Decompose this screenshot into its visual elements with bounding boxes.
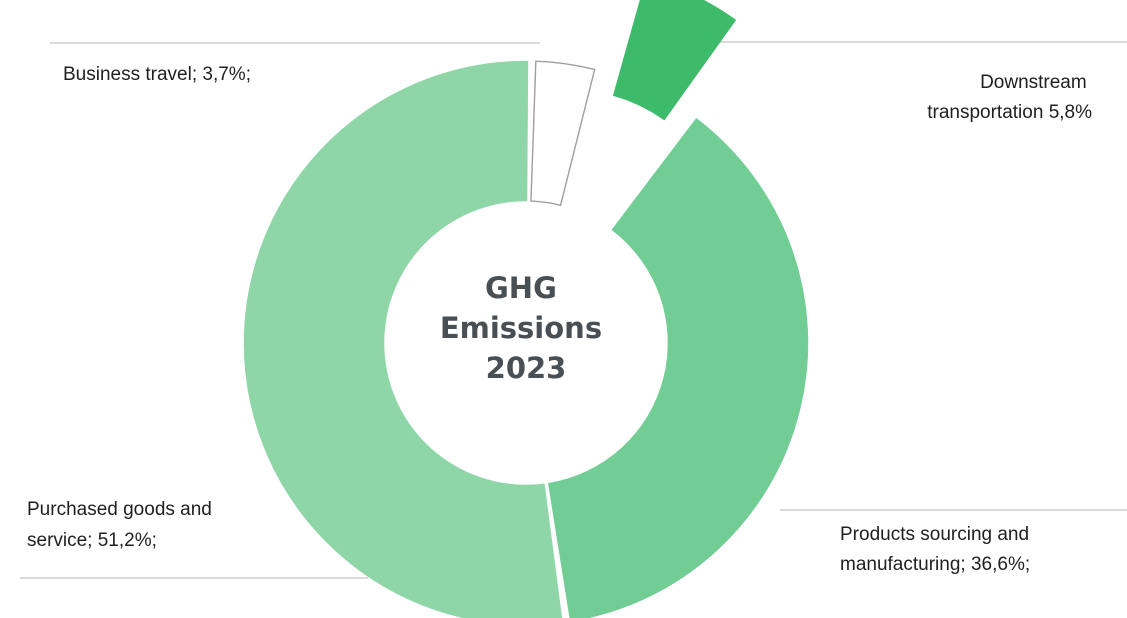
slice-downstream-transportation xyxy=(612,0,737,121)
slice-label-downstream-transportation: Downstream transportation 5,8% xyxy=(927,72,1092,123)
slice-label-products-sourcing: Products sourcing and manufacturing; 36,… xyxy=(840,524,1034,575)
slice-products-sourcing xyxy=(548,117,809,618)
slice-label-purchased-goods: Purchased goods and service; 51,2%; xyxy=(27,499,217,551)
slice-business-travel xyxy=(530,60,596,207)
slice-purchased-goods xyxy=(243,60,563,618)
slice-label-business-travel: Business travel; 3,7%; xyxy=(63,64,251,85)
donut-slices xyxy=(243,0,809,618)
center-title: GHG Emissions 2023 xyxy=(440,271,612,385)
